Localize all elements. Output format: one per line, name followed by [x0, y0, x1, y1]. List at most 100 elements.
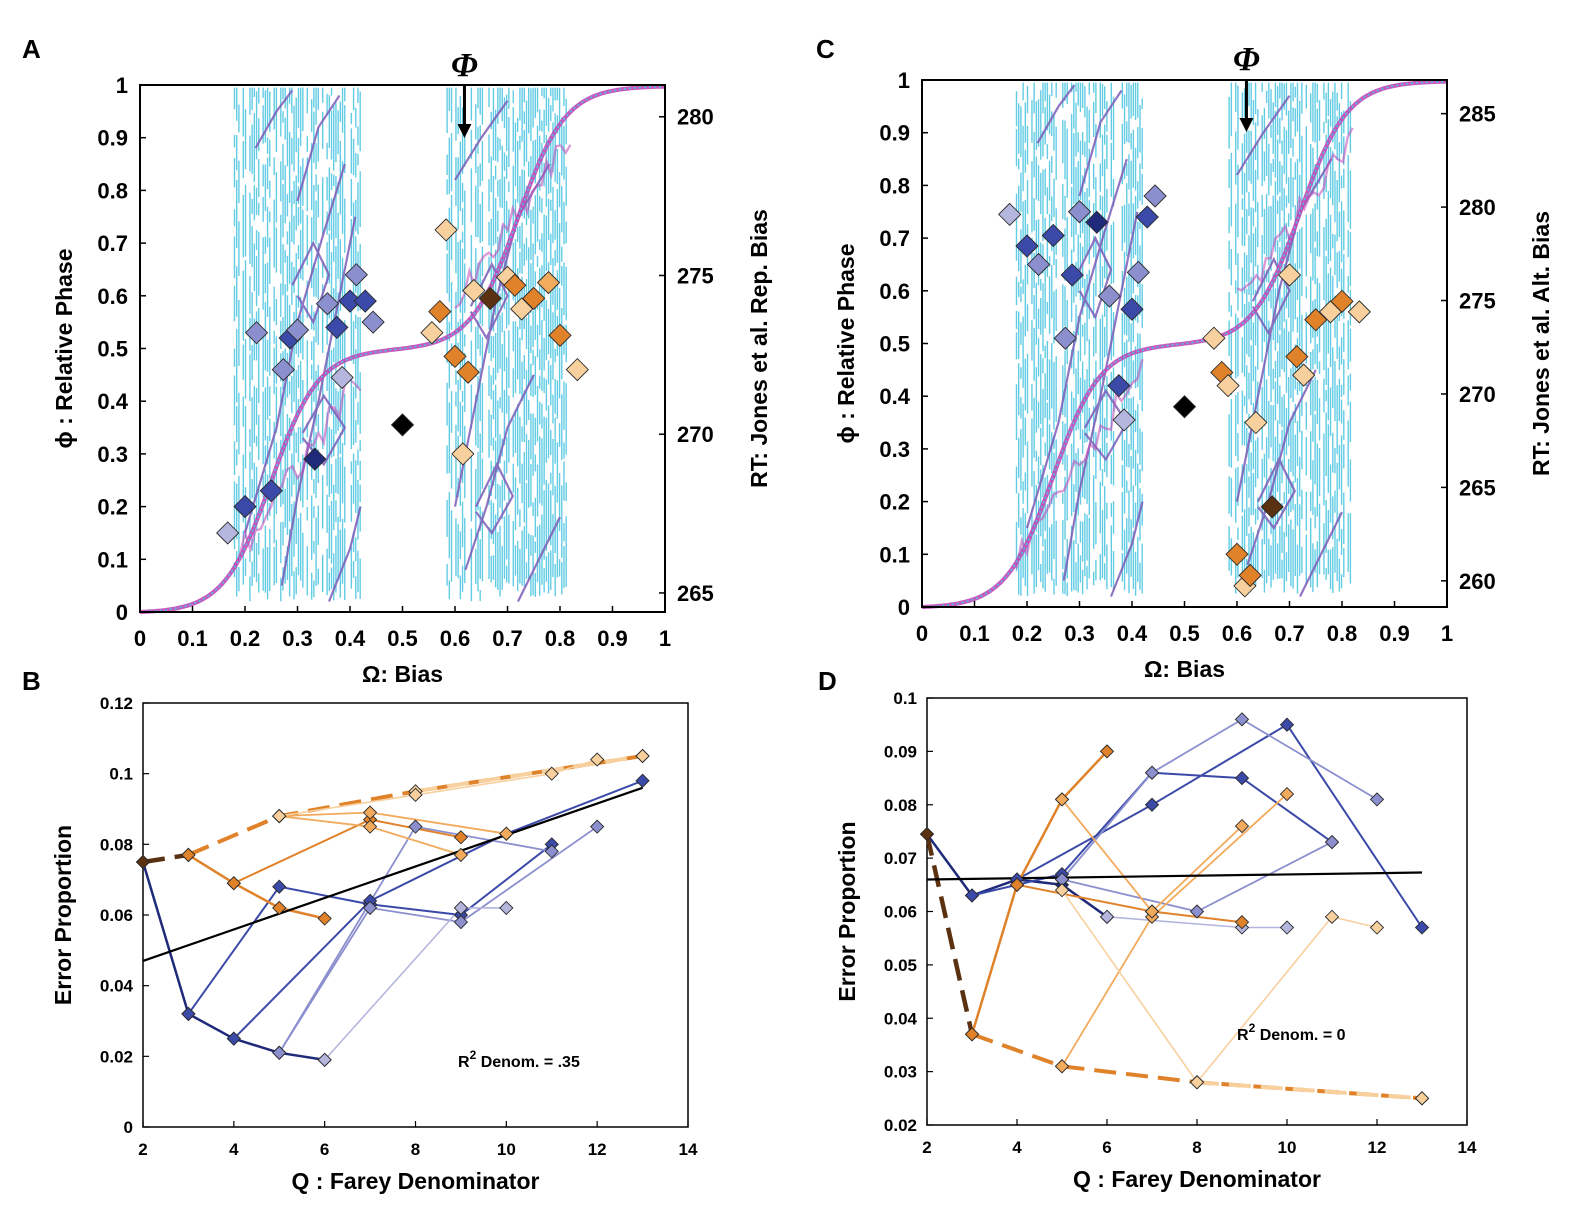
x-tick-label: 8 [1192, 1138, 1201, 1157]
panel-b-series-13 [279, 758, 598, 817]
panel-c-point-26 [1292, 363, 1316, 387]
panel-d-series-12-point-1 [1144, 904, 1160, 919]
y-tick-label: 0.2 [879, 490, 910, 515]
y-tick-label: 0.09 [884, 742, 917, 761]
phase-map-loop [280, 216, 357, 586]
panel-a-point-7 [303, 447, 327, 471]
panel-b-series-10-point-0 [226, 876, 241, 891]
panel-b-series-4-point-3 [590, 819, 605, 834]
phase-map-loop [1109, 501, 1144, 597]
x-tick-label: 0.7 [492, 626, 523, 651]
panel-c-point-25 [1285, 345, 1309, 369]
y-tick-label: 0.05 [884, 956, 917, 975]
panel-c-point-4 [1053, 326, 1077, 350]
panel-c-y-axis-label: ϕ : Relative Phase [833, 243, 859, 443]
x-tick-label: 0.3 [282, 626, 313, 651]
panel-b-series-3-point-1 [408, 819, 423, 834]
right-tick-label: 265 [1459, 475, 1496, 500]
panel-d-series-6-point-0 [919, 826, 935, 842]
panel-b-series-2-point-3 [635, 773, 650, 788]
panel-b-series-5-point-2 [499, 900, 514, 916]
phase-map-loop [464, 374, 535, 571]
y-tick-label: 1 [116, 73, 128, 98]
panel-c-point-18 [1216, 374, 1240, 398]
panel-c-staircase-curve [921, 79, 1448, 610]
panel-b-error-chart: 2 4 6 8 10 12 14 0 0.02 0.04 0.06 0.08 0.1 0.12 Q : Fa… [22, 666, 698, 1194]
panel-d-series-13 [1061, 889, 1378, 1084]
panel-d-series-1-point-3 [1234, 770, 1250, 786]
panel-c-point-8 [1097, 284, 1122, 308]
panel-a-point-30 [565, 357, 589, 382]
x-tick-label: 6 [1102, 1138, 1111, 1157]
y-tick-label: 0.4 [97, 389, 128, 414]
y-tick-label: 0.8 [97, 178, 128, 203]
panel-d-series-13-point-0 [1054, 883, 1070, 898]
y-tick-label: 0.06 [100, 906, 133, 925]
panel-c-point-19 [1225, 542, 1249, 566]
x-tick-label: 1 [659, 626, 671, 651]
panel-b-series-4-point-1 [362, 900, 378, 916]
x-tick-label: 2 [138, 1140, 147, 1159]
panel-d-series-7 [971, 1032, 1423, 1101]
y-tick-label: 0.3 [97, 442, 128, 467]
panel-a-point-3 [244, 321, 269, 345]
panel-d-series-10-point-0 [1009, 877, 1025, 892]
x-tick-label: 0.6 [440, 626, 471, 651]
panel-b-y-axis-label: Error Proportion [50, 825, 76, 1005]
panel-c-point-13 [1135, 205, 1159, 229]
y-tick-label: 0.04 [884, 1009, 918, 1028]
panel-b-series-4-point-0 [272, 1045, 287, 1060]
panel-c-point-24 [1277, 263, 1302, 287]
panel-d-x-axis-label: Q : Farey Denominator [1073, 1166, 1321, 1192]
y-tick-label: 0.1 [893, 689, 917, 708]
panel-b-series-11-point-1 [362, 805, 378, 820]
panel-b-series-12-point-2 [453, 847, 469, 863]
panel-c-point-7 [1085, 210, 1109, 234]
y-tick-label: 0.6 [879, 279, 910, 304]
panel-b-label: B [22, 666, 41, 696]
panel-a-y-axis-label: ϕ : Relative Phase [51, 248, 77, 448]
panel-a-phase-map-background [139, 84, 666, 615]
panel-d-series-2 [1016, 723, 1423, 929]
panel-a-point-4 [271, 357, 295, 382]
y-tick-label: 0.02 [100, 1047, 133, 1066]
panel-d-series-5-point-0 [1099, 909, 1115, 924]
panel-c-point-29 [1330, 289, 1354, 313]
right-tick-label: 270 [1459, 382, 1496, 407]
phase-map-loop [1025, 158, 1128, 529]
x-tick-label: 1 [1441, 621, 1453, 646]
panel-d-series-8 [1196, 1080, 1423, 1101]
x-tick-label: 0.8 [545, 626, 576, 651]
x-tick-label: 0.9 [1379, 621, 1410, 646]
panel-a-right-axis-label: RT: Jones et al. Rep. Bias [746, 209, 772, 488]
panel-b-series-4 [278, 825, 598, 1054]
panel-c-point-1 [1015, 234, 1039, 258]
panel-a-phase-map: 0 0.1 0.2 0.3 0.4 0.5 0.6 0.7 0.8 0.9 1 0 0.1 0.2 0.3 0… [22, 34, 772, 687]
right-tick-label: 275 [677, 263, 714, 288]
panel-d-series-8-point-1 [1414, 1091, 1430, 1106]
x-tick-label: 8 [411, 1140, 420, 1159]
panel-c-point-6 [1067, 200, 1092, 224]
phase-map-loop [1036, 84, 1076, 144]
x-tick-label: 2 [922, 1138, 931, 1157]
x-tick-label: 0.6 [1222, 621, 1253, 646]
panel-a-point-29 [548, 323, 572, 347]
panel-a-point-15 [390, 413, 415, 437]
panel-a-point-23 [478, 286, 502, 311]
panel-b-fit-line [142, 786, 643, 962]
panel-d-series-4-point-2 [1234, 712, 1250, 727]
panel-d-fit-line [926, 871, 1423, 881]
panel-b-series-13-point-2 [544, 766, 559, 781]
panel-b-r-squared-annotation: R2 Denom. = .35 [458, 1048, 580, 1071]
x-tick-label: 10 [1278, 1138, 1297, 1157]
phase-map-band [233, 378, 362, 567]
panel-b-series-13-point-3 [590, 752, 605, 767]
panel-a-point-28 [536, 270, 561, 295]
panel-d-series-4-point-1 [1144, 765, 1160, 780]
panel-d-series-1-point-0 [964, 888, 980, 903]
x-tick-label: 0 [916, 621, 928, 646]
x-tick-label: 0.7 [1274, 621, 1305, 646]
phase-map-loop [469, 261, 509, 341]
panel-b-series-1-point-1 [272, 879, 287, 894]
